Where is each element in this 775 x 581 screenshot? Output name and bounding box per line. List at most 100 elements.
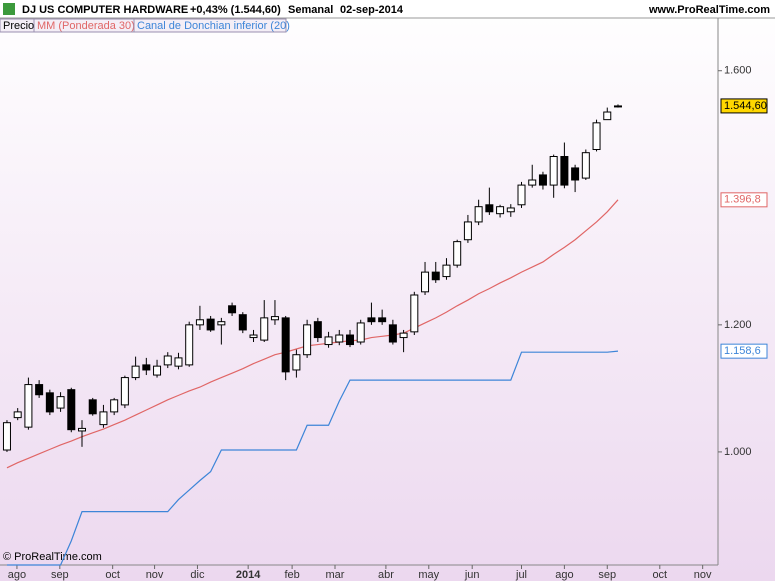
date: 02-sep-2014 (340, 4, 404, 16)
x-tick-label: nov (694, 569, 712, 581)
candle-body (431, 271, 440, 281)
candle-body (378, 317, 387, 323)
candle-body (270, 316, 279, 321)
candle-body (174, 357, 183, 367)
candle-body (131, 365, 140, 379)
candle-body (88, 399, 97, 415)
candle-body (367, 317, 376, 323)
candle-body (560, 155, 569, 186)
candle-body (292, 354, 301, 371)
candle-body (78, 427, 87, 432)
x-tick-label: oct (105, 569, 120, 581)
candle-body (421, 271, 430, 293)
candle-body (120, 377, 129, 406)
candle-body (592, 122, 601, 151)
candle-body (142, 364, 151, 371)
app-icon (3, 3, 15, 15)
x-tick-label: feb (284, 569, 299, 581)
indicator-line (6, 199, 619, 469)
x-tick-label: ago (8, 569, 26, 581)
candle-body (528, 179, 537, 186)
y-tick-label: 1.200 (724, 319, 752, 331)
candle-body (388, 324, 397, 343)
x-tick-label: nov (146, 569, 164, 581)
x-tick-label: jun (464, 569, 480, 581)
x-tick-label: jul (515, 569, 527, 581)
candle-body (260, 317, 269, 341)
change: +0,43% (1.544,60) (190, 4, 281, 16)
candle-body (110, 399, 119, 413)
candle-body (185, 324, 194, 366)
candle-body (613, 105, 622, 108)
x-tick-label: 2014 (236, 569, 261, 581)
candle-body (474, 206, 483, 223)
last-value-label: 1.158,6 (724, 345, 761, 357)
candle-body (99, 411, 108, 426)
candle-body (24, 384, 33, 428)
candle-body (249, 334, 258, 339)
x-tick-label: sep (51, 569, 69, 581)
candle-body (238, 314, 247, 331)
candle-body (303, 324, 312, 356)
x-tick-label: abr (378, 569, 394, 581)
last-value-label: 1.544,60 (724, 100, 767, 112)
candle-body (603, 111, 612, 121)
candle-body (356, 322, 365, 343)
candle-body (217, 321, 226, 326)
legend-entry: Canal de Donchian inferior (20) (137, 20, 290, 32)
x-tick-label: sep (598, 569, 616, 581)
candle-body (56, 396, 65, 409)
candle-body (453, 241, 462, 266)
candle-body (399, 332, 408, 339)
last-value-box (720, 98, 768, 114)
candle-body (13, 411, 22, 419)
chart-title: DJ US COMPUTER HARDWARE (22, 4, 188, 16)
legend-entry: MM (Ponderada 30) (37, 20, 135, 32)
x-tick-label: ago (555, 569, 573, 581)
candle-body (581, 152, 590, 179)
candle-body (163, 355, 172, 366)
y-tick-label: 1.600 (724, 65, 752, 77)
legend-entry: Precio (3, 20, 34, 32)
source: www.ProRealTime.com (648, 4, 770, 16)
candle-body (549, 155, 558, 186)
y-tick-label: 1.000 (724, 446, 752, 458)
candle-body (463, 221, 472, 241)
candle-body (324, 336, 333, 346)
candle-body (228, 305, 237, 314)
indicator-line (6, 350, 619, 566)
candle-body (496, 206, 505, 215)
candle-body (538, 174, 547, 186)
candle-body (45, 392, 54, 413)
x-tick-label: dic (190, 569, 205, 581)
candle-body (313, 321, 322, 339)
x-tick-label: oct (652, 569, 667, 581)
candle-body (345, 334, 354, 346)
candle-body (2, 422, 11, 451)
period: Semanal (288, 4, 333, 16)
candle-body (571, 167, 580, 181)
candle-body (506, 207, 515, 213)
last-value-label: 1.396,8 (724, 194, 761, 206)
candle-body (281, 317, 290, 373)
candle-body (485, 204, 494, 213)
x-tick-label: mar (326, 569, 345, 581)
candle-body (195, 319, 204, 326)
last-value-box (720, 192, 768, 208)
last-value-box (720, 343, 768, 359)
x-tick-label: may (418, 569, 439, 581)
copyright: © ProRealTime.com (3, 551, 102, 563)
candle-body (153, 365, 162, 376)
header-bar (0, 0, 775, 18)
candle-body (335, 334, 344, 343)
candle-body (206, 318, 215, 331)
legend-box (0, 18, 287, 33)
candle-body (67, 389, 76, 431)
candle-body (517, 184, 526, 206)
candle-body (442, 264, 451, 278)
candle-body (410, 294, 419, 333)
candle-body (35, 384, 44, 396)
